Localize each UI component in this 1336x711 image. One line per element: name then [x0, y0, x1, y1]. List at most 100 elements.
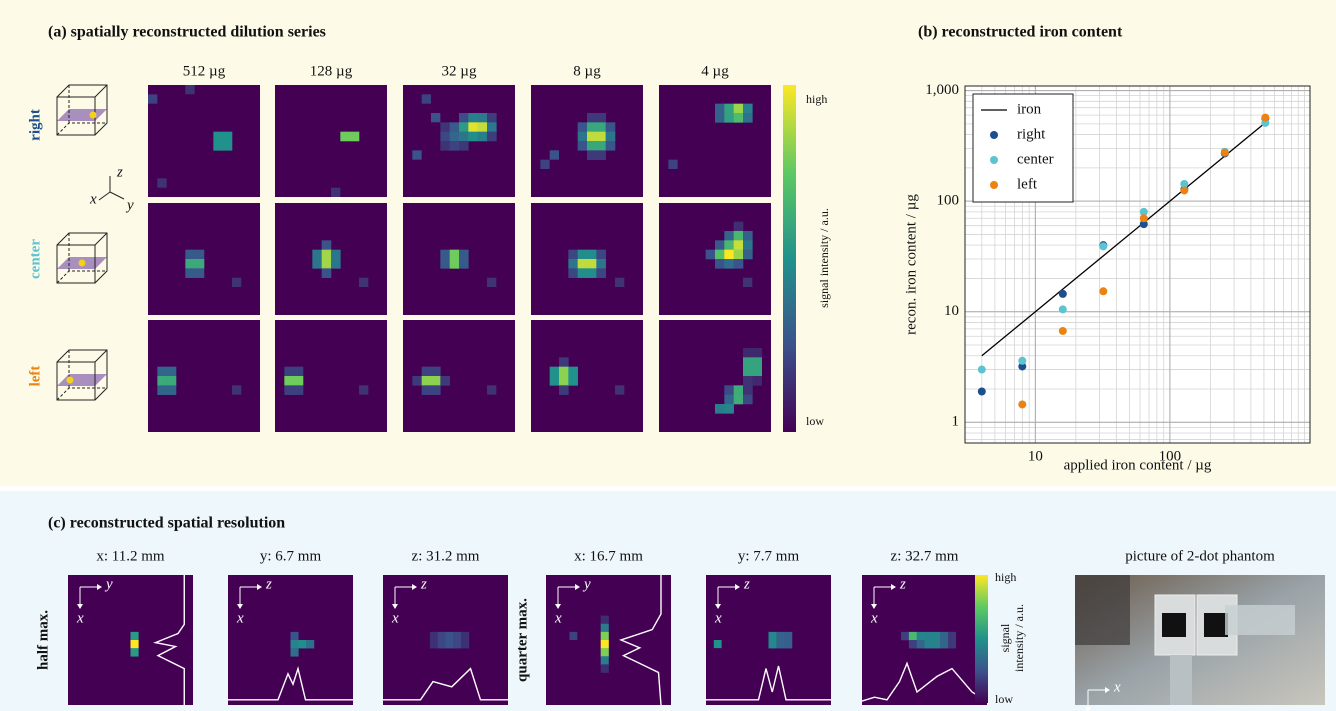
heatmap-pixel [752, 348, 762, 358]
cube-icon [56, 349, 108, 401]
column-label: 32 µg [442, 63, 477, 79]
legend-label: center [1017, 151, 1054, 167]
arrow-head [257, 584, 262, 590]
heatmap-pixel [587, 249, 597, 260]
arrow-head [1085, 707, 1091, 711]
arrow-head [555, 604, 561, 609]
heatmap-pixel [232, 277, 242, 287]
heatmap-pixel [713, 640, 722, 649]
heatmap-pixel [284, 376, 294, 386]
colorbar-low: low [806, 414, 824, 428]
heatmap-pixel [743, 231, 753, 241]
heatmap-pixel [421, 94, 431, 104]
heatmap-pixel [733, 113, 744, 123]
heatmap-pixel [587, 150, 597, 160]
heatmap-pixel [540, 159, 550, 169]
heatmap-pixel [916, 631, 925, 641]
heatmap-pixel [577, 268, 588, 278]
intensity-profile [619, 575, 662, 706]
heatmap-pixel [932, 640, 941, 649]
colorbar-label: signal [998, 623, 1012, 652]
axis-arrow [98, 191, 111, 201]
axis-letter: x [714, 610, 722, 626]
arrow-head [412, 584, 417, 590]
heatmap-pixel [194, 249, 205, 260]
axis-letter: z [116, 164, 123, 180]
heatmap-pixel [298, 640, 307, 649]
intensity-profile [861, 661, 988, 702]
heatmap-pixel [431, 385, 441, 395]
arrow-head [871, 604, 877, 609]
heatmap-pixel [459, 259, 469, 269]
heatmap-pixel [568, 366, 578, 377]
intensity-profile [706, 665, 831, 701]
heatmap-pixel [587, 259, 597, 269]
heatmap-pixel [468, 122, 478, 132]
cube-dot [66, 376, 74, 384]
heatmap-pixel [924, 640, 933, 649]
heatmap-pixel [940, 631, 949, 641]
axis-letter: x [554, 610, 562, 626]
data-point [1139, 207, 1148, 216]
legend-label: left [1017, 176, 1038, 192]
data-point [1180, 186, 1189, 195]
heatmap-pixel [715, 249, 725, 260]
intensity-profile [153, 575, 185, 705]
heatmap-pixel [559, 357, 569, 367]
data-point [1180, 179, 1189, 188]
heatmap-pixel [194, 259, 205, 269]
arrow-head [735, 584, 740, 590]
heatmap-pixel [487, 131, 497, 142]
data-point [1099, 242, 1108, 251]
x-tick-label: 100 [1159, 448, 1182, 464]
heatmap-pixel [440, 249, 450, 260]
heatmap-pixel [293, 366, 304, 377]
heatmap-pixel [784, 631, 793, 641]
heatmap-pixel [440, 122, 450, 132]
cube-edge [94, 232, 108, 246]
heatmap-pixel [715, 404, 725, 414]
heatmap-pixel [431, 366, 441, 377]
heatmap-pixel [733, 221, 744, 232]
heatmap-pixel [487, 122, 497, 132]
data-point [1018, 400, 1027, 409]
data-point [1099, 287, 1108, 296]
y-tick-label: 100 [937, 193, 960, 209]
heatmap-pixel [468, 131, 478, 142]
data-point [1018, 356, 1027, 365]
heatmap-pixel [605, 141, 616, 151]
colorbar-label: intensity / a.u. [1012, 604, 1026, 672]
heatmap-pixel [724, 404, 734, 414]
heatmap-pixel [724, 394, 734, 405]
heatmap-pixel [487, 113, 497, 123]
colorbar-high: high [806, 92, 827, 106]
stem [1170, 655, 1192, 705]
heatmap-pixel [596, 113, 606, 123]
arrow-head [1105, 687, 1110, 693]
plot-frame [964, 85, 1311, 444]
heatmap-pixel [605, 122, 616, 132]
heatmap-pixel [157, 366, 167, 377]
heatmap-pixel [596, 150, 606, 160]
legend-marker [990, 131, 998, 139]
heatmap-pixel [596, 259, 606, 269]
colorbar-high: high [995, 570, 1016, 584]
vial-dot [1162, 613, 1186, 637]
data-point [977, 387, 986, 396]
resolution-label: y: 7.7 mm [738, 548, 800, 564]
axis-letter: x [1113, 679, 1121, 695]
heatmap-pixel [743, 385, 753, 395]
heatmap-pixel [185, 268, 195, 278]
heatmap-pixel [468, 113, 478, 123]
heatmap-pixel [724, 259, 734, 269]
heatmap-pixel [487, 385, 497, 395]
axis-letter: y [104, 576, 113, 592]
heatmap-pixel [908, 631, 917, 641]
heatmap-pixel [577, 249, 588, 260]
heatmap-pixel [157, 178, 167, 188]
resolution-label: x: 11.2 mm [96, 548, 165, 564]
data-point [1220, 148, 1229, 157]
heatmap-pixel [440, 141, 450, 151]
heatmap-pixel [615, 385, 625, 395]
heatmap-pixel [213, 131, 223, 142]
